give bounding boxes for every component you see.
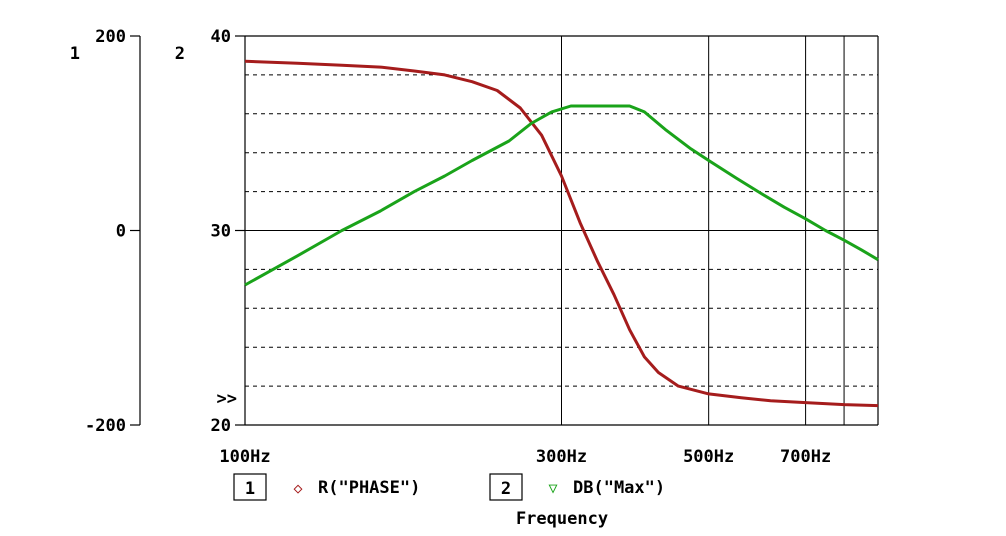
labels: 200 0 -200 1 40 30 20 2 >> 100Hz 300Hz 500Hz 700Hz Fr… [70, 27, 831, 529]
axes [130, 35, 879, 426]
y-axis-2-tick-label: 40 [211, 27, 231, 47]
y-axis-2-tick-label: 30 [211, 222, 231, 242]
y-axis-1-id-label: 1 [70, 44, 80, 64]
legend-marker-icon: ▽ [548, 479, 557, 497]
x-tick-label: 700Hz [780, 447, 831, 467]
legend-axis-id: 1 [245, 479, 255, 499]
y-axis-1-tick-label: 0 [116, 222, 126, 242]
x-tick-label: 500Hz [683, 447, 734, 467]
grid [245, 36, 878, 425]
legend: 1 ◇ R("PHASE") 2 ▽ DB("Max") [233, 473, 665, 501]
legend-marker-icon: ◇ [293, 479, 302, 497]
y-axis-1-tick-label: 200 [95, 27, 126, 47]
legend-axis-box [233, 473, 267, 501]
series-line-1 [244, 59, 879, 408]
y-axis-2-id-label: 2 [175, 44, 185, 64]
x-axis-label: Frequency [516, 509, 608, 529]
series-line-2 [244, 104, 879, 287]
active-axis-marker: >> [217, 389, 237, 409]
y-axis-2-tick-label: 20 [211, 416, 231, 436]
x-tick-label: 300Hz [536, 447, 587, 467]
legend-series-name: DB("Max") [573, 478, 665, 498]
legend-series-name: R("PHASE") [318, 478, 420, 498]
y-axis-1-tick-label: -200 [85, 416, 126, 436]
legend-axis-box [489, 473, 523, 501]
series-layer [244, 59, 879, 408]
legend-axis-id: 2 [501, 479, 511, 499]
x-tick-label: 100Hz [219, 447, 270, 467]
